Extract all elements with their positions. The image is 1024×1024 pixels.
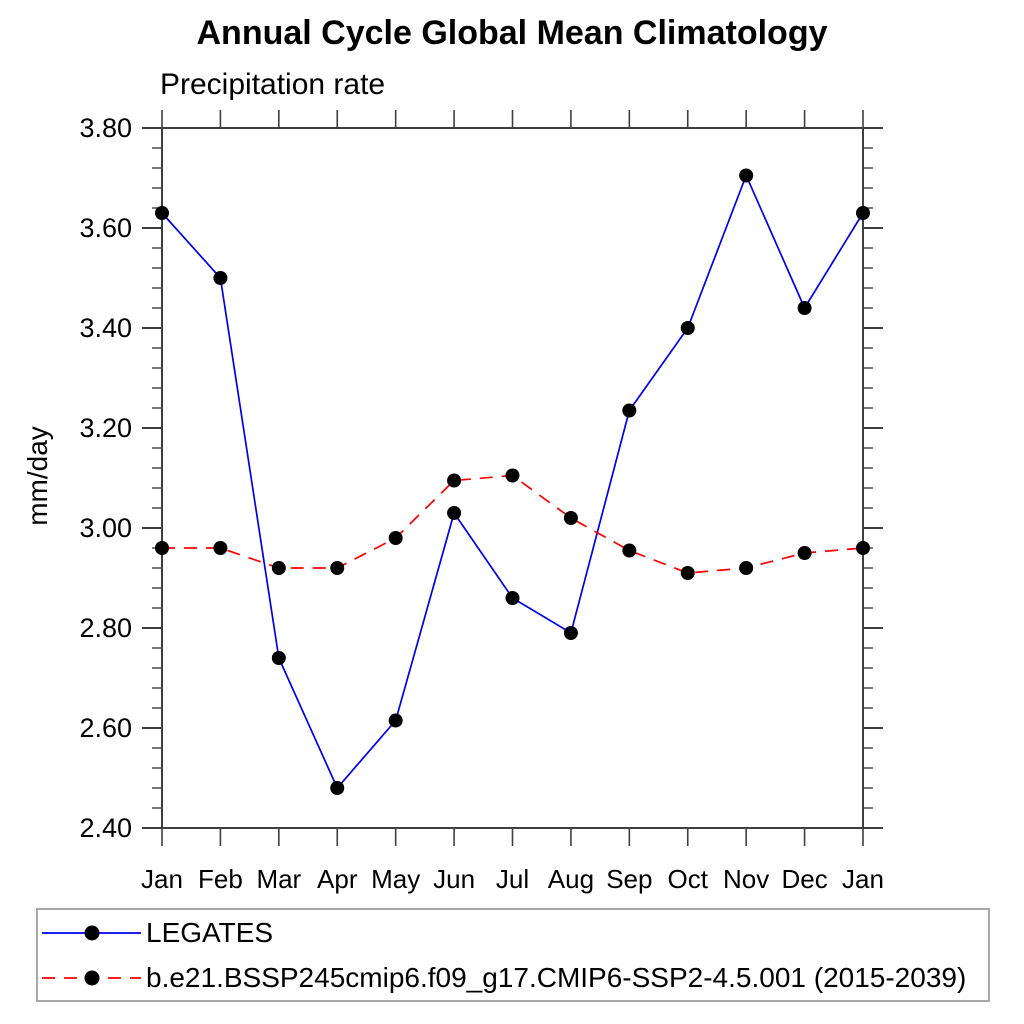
series-line-model xyxy=(162,474,864,574)
x-tick-label: Sep xyxy=(606,864,652,894)
legend-swatch-solid-line-icon xyxy=(42,925,141,940)
x-tick-label: Jun xyxy=(433,864,475,894)
x-tick-label: Aug xyxy=(548,864,594,894)
y-tick-label: 2.60 xyxy=(79,713,132,743)
x-tick-label: Feb xyxy=(198,864,243,894)
data-point-marker xyxy=(680,566,695,580)
data-point-marker xyxy=(622,403,637,418)
data-point-marker xyxy=(797,301,812,315)
legend-label-model: b.e21.BSSP245cmip6.f09_g17.CMIP6-SSP2-4.… xyxy=(146,961,967,993)
y-tick-label: 3.80 xyxy=(79,113,132,143)
chart-title: Annual Cycle Global Mean Climatology xyxy=(196,14,828,52)
data-point-marker xyxy=(563,511,578,525)
data-point-marker xyxy=(563,626,578,640)
legend-item-model: b.e21.BSSP245cmip6.f09_g17.CMIP6-SSP2-4.… xyxy=(38,956,988,999)
data-point-marker xyxy=(330,561,345,575)
plot-area: 2.40 2.60 2.80 3.00 3.20 3.40 3.60 3.80 Jan Feb Ma… xyxy=(22,110,884,894)
data-point-marker xyxy=(797,546,812,560)
x-tick-label: Jan xyxy=(842,864,884,894)
legend-swatch-dashed-line-icon xyxy=(42,970,141,985)
data-point-marker xyxy=(856,206,870,220)
y-tick-label: 3.20 xyxy=(79,413,132,443)
x-tick-label: Dec xyxy=(781,864,827,894)
legend-box: LEGATES b.e21.BSSP245cmip6.f09_g17.CMIP6… xyxy=(36,908,990,1002)
x-tick-label: Nov xyxy=(723,864,769,894)
x-tick-label: Jul xyxy=(496,864,529,894)
y-tick-label: 3.40 xyxy=(79,313,132,343)
y-tick-label: 2.80 xyxy=(79,613,132,643)
data-point-marker xyxy=(213,541,228,555)
chart-subtitle: Precipitation rate xyxy=(160,68,386,101)
data-point-marker xyxy=(505,591,520,605)
y-tick-label: 2.40 xyxy=(79,813,132,843)
data-point-marker xyxy=(271,561,286,575)
x-tick-label: May xyxy=(371,864,420,894)
data-point-marker xyxy=(622,543,637,558)
data-point-marker xyxy=(739,561,754,575)
y-axis-label: mm/day xyxy=(22,426,53,526)
y-tick-label: 3.60 xyxy=(79,213,132,243)
data-point-marker xyxy=(388,531,403,545)
data-point-marker xyxy=(330,781,345,795)
data-point-marker xyxy=(447,506,462,520)
data-point-marker xyxy=(739,168,754,183)
data-point-marker xyxy=(213,271,228,285)
data-point-marker xyxy=(155,206,169,220)
data-point-marker xyxy=(680,321,695,335)
data-point-marker xyxy=(155,541,169,555)
legend-label-legates: LEGATES xyxy=(146,916,274,948)
data-point-marker xyxy=(856,541,870,555)
data-point-marker xyxy=(447,473,462,488)
legend-sample-marker xyxy=(84,925,100,940)
x-tick-label: Oct xyxy=(668,864,709,894)
legend-sample-marker xyxy=(84,970,100,985)
data-point-marker xyxy=(505,468,520,483)
legend-item-legates: LEGATES xyxy=(38,911,988,954)
x-tick-label: Mar xyxy=(256,864,301,894)
y-tick-label: 3.00 xyxy=(79,513,132,543)
data-point-marker xyxy=(271,651,286,665)
x-tick-label: Apr xyxy=(317,864,358,894)
data-point-marker xyxy=(388,713,403,728)
x-tick-label: Jan xyxy=(141,864,183,894)
